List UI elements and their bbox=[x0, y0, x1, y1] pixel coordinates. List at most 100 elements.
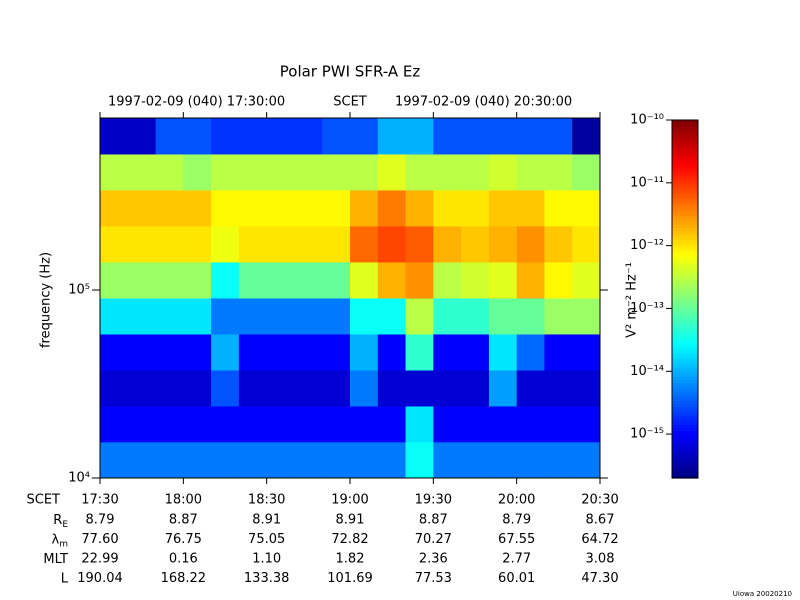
x-tick-label: 18:30 bbox=[248, 493, 285, 508]
colorbar-swatch bbox=[672, 304, 698, 309]
colorbar-swatch bbox=[672, 373, 698, 378]
spectrogram-cell bbox=[238, 441, 268, 479]
spectrogram-cell bbox=[100, 118, 129, 155]
colorbar-swatch bbox=[672, 352, 698, 357]
spectrogram-cell bbox=[183, 297, 212, 335]
spectrogram-cell bbox=[516, 189, 545, 227]
spectrogram-cell bbox=[572, 261, 601, 299]
colorbar-swatch bbox=[672, 224, 698, 228]
spectrogram-cell bbox=[155, 261, 184, 299]
colorbar-swatch bbox=[672, 454, 698, 458]
spectrogram-cell bbox=[266, 225, 295, 263]
spectrogram-cell bbox=[127, 189, 157, 227]
spectrogram-cell bbox=[100, 297, 129, 335]
spectrogram-cell bbox=[100, 225, 129, 263]
ephemeris-value: 22.99 bbox=[81, 552, 118, 567]
colorbar-swatch bbox=[672, 325, 698, 330]
spectrogram-cell bbox=[350, 189, 379, 227]
spectrogram-cell bbox=[433, 333, 462, 371]
spectrogram-cell bbox=[516, 370, 545, 407]
colorbar-swatch bbox=[672, 316, 698, 321]
spectrogram-cell bbox=[211, 405, 240, 443]
spectrogram-cell bbox=[100, 405, 129, 443]
ephemeris-label: RE bbox=[53, 513, 68, 530]
spectrogram-cell bbox=[155, 333, 184, 371]
colorbar-swatch bbox=[672, 364, 698, 369]
spectrogram-cell bbox=[322, 405, 351, 443]
spectrogram-cell bbox=[155, 153, 184, 191]
ephemeris-value: 72.82 bbox=[331, 532, 368, 547]
ephemeris-label: MLT bbox=[43, 552, 68, 567]
ephemeris-value: 3.08 bbox=[586, 552, 615, 567]
colorbar-swatch bbox=[672, 403, 698, 407]
x-tick-label: 18:00 bbox=[165, 493, 202, 508]
spectrogram-cell bbox=[377, 297, 407, 335]
colorbar-swatch bbox=[672, 439, 698, 443]
spectrogram-cell bbox=[183, 441, 212, 479]
spectrogram-cell bbox=[100, 333, 129, 371]
spectrogram-cell bbox=[155, 189, 184, 227]
colorbar-swatch bbox=[672, 406, 698, 410]
spectrogram-cell bbox=[516, 441, 545, 479]
spectrogram-cell bbox=[516, 225, 545, 263]
colorbar-swatch bbox=[672, 331, 698, 336]
colorbar-swatch bbox=[672, 209, 698, 214]
colorbar-swatch bbox=[672, 158, 698, 163]
spectrogram-cell bbox=[100, 153, 129, 191]
colorbar-swatch bbox=[672, 278, 698, 282]
colorbar-swatch bbox=[672, 388, 698, 393]
spectrogram-cell bbox=[183, 333, 212, 371]
spectrogram-cell bbox=[294, 225, 323, 263]
ephemeris-value: 8.67 bbox=[586, 513, 615, 528]
spectrogram-cell bbox=[238, 370, 268, 407]
spectrogram-cell bbox=[350, 118, 379, 155]
colorbar-swatch bbox=[672, 146, 698, 151]
colorbar-swatch bbox=[672, 424, 698, 428]
colorbar-swatch bbox=[672, 263, 698, 267]
spectrogram-cell bbox=[405, 441, 434, 479]
colorbar-swatch bbox=[672, 307, 698, 312]
spectrogram-cell bbox=[266, 261, 295, 299]
colorbar-tick-label: 10⁻¹² bbox=[630, 238, 664, 253]
colorbar-swatch bbox=[672, 394, 698, 399]
colorbar-swatch bbox=[672, 218, 698, 223]
ephemeris-value: 75.05 bbox=[248, 532, 285, 547]
chart-title: Polar PWI SFR-A Ez bbox=[280, 63, 421, 81]
colorbar-swatch bbox=[672, 457, 698, 461]
colorbar-swatch bbox=[672, 367, 698, 372]
colorbar-swatch bbox=[672, 460, 698, 464]
spectrogram-cell bbox=[544, 261, 573, 299]
spectrogram-cell bbox=[294, 405, 323, 443]
spectrogram-cell bbox=[155, 118, 184, 155]
ephemeris-value: 70.27 bbox=[415, 532, 452, 547]
x-axis-label: SCET bbox=[27, 493, 61, 508]
spectrogram-cell bbox=[183, 225, 212, 263]
colorbar-tick-label: 10⁻¹⁵ bbox=[630, 427, 664, 442]
spectrogram-cell bbox=[433, 261, 462, 299]
spectrogram-cell bbox=[238, 153, 268, 191]
spectrogram-cell bbox=[127, 297, 157, 335]
colorbar-swatch bbox=[672, 281, 698, 285]
colorbar-swatch bbox=[672, 191, 698, 196]
colorbar-swatch bbox=[672, 319, 698, 324]
spectrogram-cell bbox=[433, 297, 462, 335]
spectrogram-cell bbox=[322, 297, 351, 335]
spectrogram-cell bbox=[155, 441, 184, 479]
colorbar-swatch bbox=[672, 427, 698, 431]
spectrogram-cell bbox=[350, 297, 379, 335]
x-tick-label: 19:30 bbox=[415, 493, 452, 508]
spectrogram-cell bbox=[433, 189, 462, 227]
spectrogram-cell bbox=[544, 118, 573, 155]
spectrogram-cell bbox=[322, 370, 351, 407]
spectrogram-cell bbox=[350, 441, 379, 479]
spectrogram-cell bbox=[100, 261, 129, 299]
spectrogram-cell bbox=[238, 189, 268, 227]
colorbar-swatch bbox=[672, 122, 698, 127]
spectrogram-cell bbox=[488, 370, 518, 407]
colorbar-swatch bbox=[672, 254, 698, 258]
colorbar-swatch bbox=[672, 361, 698, 366]
colorbar-swatch bbox=[672, 170, 698, 175]
spectrogram-cell bbox=[377, 441, 407, 479]
ephemeris-name: L bbox=[61, 571, 69, 586]
spectrogram-cell bbox=[488, 118, 518, 155]
